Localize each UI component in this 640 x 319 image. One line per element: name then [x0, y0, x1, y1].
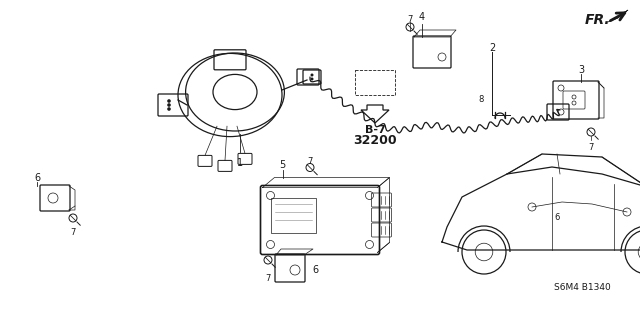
Text: 7: 7: [407, 15, 413, 24]
Text: 32200: 32200: [353, 135, 397, 147]
Text: 4: 4: [419, 12, 425, 22]
Text: 7: 7: [70, 228, 76, 237]
Text: 7: 7: [307, 158, 313, 167]
Text: 7: 7: [266, 274, 271, 283]
Bar: [271, 197, 316, 233]
Text: 5: 5: [280, 160, 285, 170]
Circle shape: [310, 78, 314, 80]
Text: S6M4 B1340: S6M4 B1340: [554, 283, 611, 292]
Circle shape: [167, 107, 171, 111]
Text: 1: 1: [237, 158, 243, 168]
Polygon shape: [608, 10, 628, 22]
Text: 3: 3: [578, 65, 584, 75]
Text: 8: 8: [479, 95, 484, 105]
Text: 7: 7: [588, 143, 594, 152]
Text: 6: 6: [554, 212, 560, 221]
Text: B-7: B-7: [365, 125, 385, 135]
Text: 2: 2: [489, 43, 495, 53]
Text: 6: 6: [34, 173, 40, 183]
Circle shape: [310, 73, 314, 77]
Circle shape: [167, 103, 171, 107]
Text: FR.: FR.: [585, 13, 611, 27]
Text: 6: 6: [312, 265, 318, 275]
Circle shape: [167, 99, 171, 103]
